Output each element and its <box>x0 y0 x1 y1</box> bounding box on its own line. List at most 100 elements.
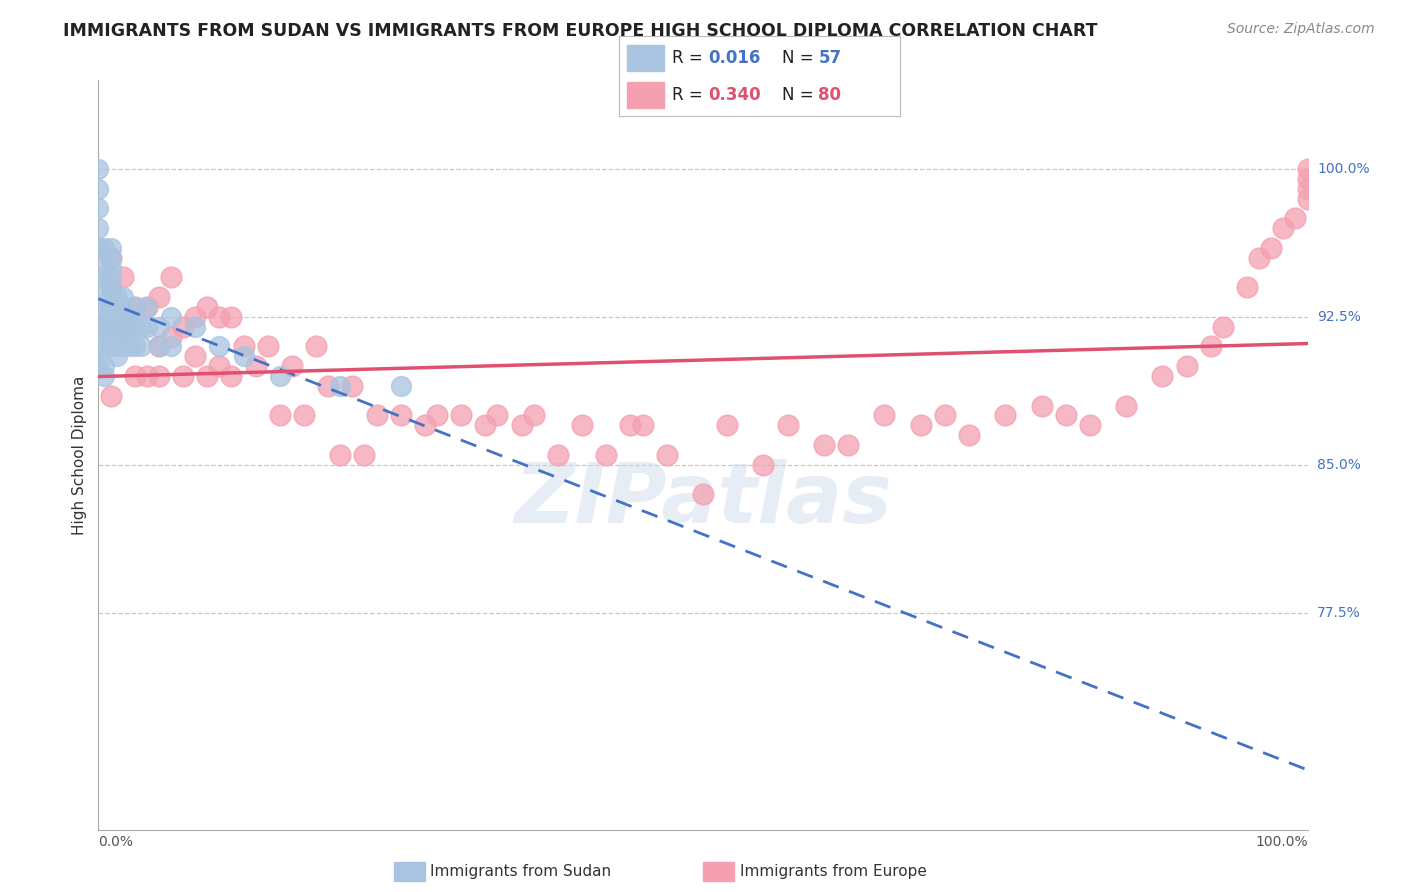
Point <box>353 448 375 462</box>
Point <box>172 369 194 384</box>
Point <box>100 270 122 285</box>
Point <box>1249 251 1271 265</box>
Point <box>305 339 328 353</box>
Text: ZIPatlas: ZIPatlas <box>515 459 891 541</box>
Point <box>105 290 128 304</box>
Point <box>547 448 569 462</box>
Point <box>1284 211 1306 226</box>
Point <box>1272 221 1295 235</box>
Point <box>148 339 170 353</box>
Text: 100.0%: 100.0% <box>1317 162 1369 176</box>
Point <box>221 310 243 324</box>
Point <box>1078 418 1101 433</box>
Point <box>957 428 980 442</box>
Point <box>195 369 218 384</box>
Point <box>994 409 1017 423</box>
Point <box>486 409 509 423</box>
Point <box>87 182 110 196</box>
Point <box>111 300 134 314</box>
Point <box>129 339 152 353</box>
Point <box>111 319 134 334</box>
Point <box>619 418 641 433</box>
Text: 100.0%: 100.0% <box>1256 836 1308 849</box>
Point <box>1031 399 1053 413</box>
Point <box>1260 241 1282 255</box>
Point <box>474 418 496 433</box>
Point <box>1296 172 1319 186</box>
Point <box>124 300 146 314</box>
Point <box>105 300 128 314</box>
Point <box>269 369 291 384</box>
Point <box>93 280 115 294</box>
Text: IMMIGRANTS FROM SUDAN VS IMMIGRANTS FROM EUROPE HIGH SCHOOL DIPLOMA CORRELATION : IMMIGRANTS FROM SUDAN VS IMMIGRANTS FROM… <box>63 22 1098 40</box>
Point <box>292 409 315 423</box>
Point <box>87 241 110 255</box>
Point <box>93 369 115 384</box>
Point <box>221 369 243 384</box>
Point <box>100 241 122 255</box>
FancyBboxPatch shape <box>627 45 664 71</box>
Point <box>208 339 231 353</box>
Point <box>93 319 115 334</box>
Point <box>208 310 231 324</box>
Point <box>281 359 304 374</box>
Point <box>87 241 110 255</box>
Text: 0.016: 0.016 <box>709 49 761 67</box>
Point <box>631 418 654 433</box>
Point <box>118 339 141 353</box>
Point <box>124 369 146 384</box>
Point <box>111 270 134 285</box>
Point <box>93 300 115 314</box>
Point <box>124 339 146 353</box>
Point <box>413 418 436 433</box>
Point <box>87 221 110 235</box>
Point <box>389 379 412 393</box>
Point <box>124 319 146 334</box>
Point <box>118 310 141 324</box>
Point <box>269 409 291 423</box>
Point <box>1175 359 1198 374</box>
Point <box>93 241 115 255</box>
Point <box>100 319 122 334</box>
Text: 80: 80 <box>818 87 841 104</box>
Point <box>571 418 593 433</box>
Point <box>87 319 110 334</box>
Point <box>510 418 533 433</box>
Point <box>135 300 157 314</box>
Point <box>87 202 110 216</box>
Point <box>93 260 115 275</box>
Point <box>100 251 122 265</box>
Point <box>595 448 617 462</box>
Point <box>160 329 183 343</box>
Point <box>813 438 835 452</box>
Point <box>1115 399 1137 413</box>
Point <box>426 409 449 423</box>
Point <box>1236 280 1258 294</box>
Point <box>1152 369 1174 384</box>
Point <box>100 300 122 314</box>
Text: Immigrants from Europe: Immigrants from Europe <box>740 864 927 879</box>
FancyBboxPatch shape <box>627 82 664 108</box>
Point <box>105 349 128 363</box>
Point <box>100 251 122 265</box>
Point <box>87 300 110 314</box>
Text: Source: ZipAtlas.com: Source: ZipAtlas.com <box>1227 22 1375 37</box>
Point <box>105 319 128 334</box>
Point <box>1296 161 1319 176</box>
Text: 77.5%: 77.5% <box>1317 606 1361 620</box>
Point <box>93 359 115 374</box>
Point <box>716 418 738 433</box>
Point <box>245 359 267 374</box>
Point <box>1199 339 1222 353</box>
Point <box>100 280 122 294</box>
Y-axis label: High School Diploma: High School Diploma <box>72 376 87 534</box>
Point <box>837 438 859 452</box>
Point <box>129 319 152 334</box>
Point <box>366 409 388 423</box>
Point <box>1054 409 1077 423</box>
Text: R =: R = <box>672 49 709 67</box>
Point <box>184 310 207 324</box>
Point <box>111 339 134 353</box>
Point <box>148 369 170 384</box>
Point <box>1212 319 1234 334</box>
